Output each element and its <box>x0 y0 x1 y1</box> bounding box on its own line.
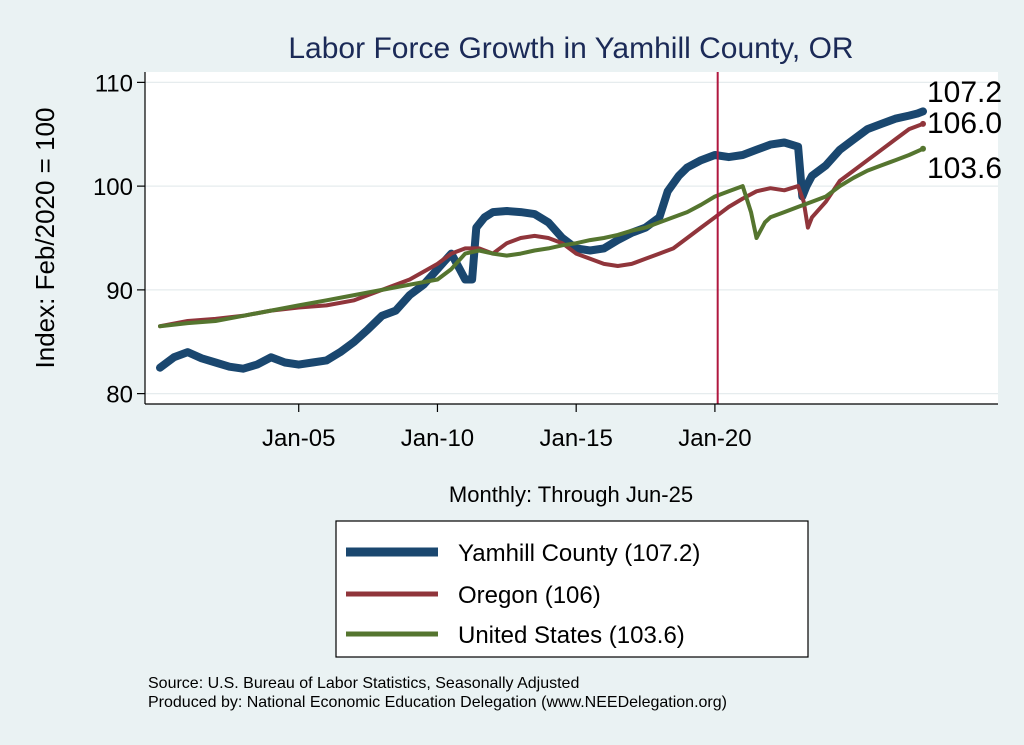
y-tick-label-90: 90 <box>106 278 133 305</box>
y-axis-title: Index: Feb/2020 = 100 <box>30 108 60 369</box>
x-tick-label-2: Jan-15 <box>539 425 612 452</box>
legend: Yamhill County (107.2) Oregon (106) Unit… <box>335 520 809 658</box>
plot-area <box>145 72 998 404</box>
gridlines <box>145 81 998 395</box>
chart-title: Labor Force Growth in Yamhill County, OR <box>288 32 853 65</box>
x-tick-label-1: Jan-10 <box>401 425 474 452</box>
produced-by-note: Produced by: National Economic Education… <box>148 694 727 711</box>
series-lines <box>156 107 927 373</box>
y-tick-label-80: 80 <box>106 382 133 409</box>
x-tick-label-0: Jan-05 <box>262 425 335 452</box>
series-line-2 <box>158 146 925 329</box>
series-endpoint-0 <box>920 108 926 115</box>
x-axis-title: Monthly: Through Jun-25 <box>449 482 693 507</box>
y-ticks: 80 90 100 110 <box>93 70 145 409</box>
legend-label-oregon: Oregon (106) <box>458 582 601 609</box>
end-label-2: 103.6 <box>927 152 1002 185</box>
x-ticks: Jan-05 Jan-10 Jan-15 Jan-20 <box>262 404 752 452</box>
end-label-0: 107.2 <box>927 76 1002 109</box>
y-tick-label-100: 100 <box>93 174 133 201</box>
series-endpoint-1 <box>920 120 926 127</box>
y-tick-label-110: 110 <box>95 70 133 97</box>
legend-label-yamhill: Yamhill County (107.2) <box>458 540 700 567</box>
series-line-0 <box>156 107 927 373</box>
source-note: Source: U.S. Bureau of Labor Statistics,… <box>148 675 579 692</box>
end-label-1: 106.0 <box>927 107 1002 140</box>
series-endpoint-2 <box>920 145 926 152</box>
legend-label-us: United States (103.6) <box>458 622 685 649</box>
x-tick-label-3: Jan-20 <box>678 425 751 452</box>
